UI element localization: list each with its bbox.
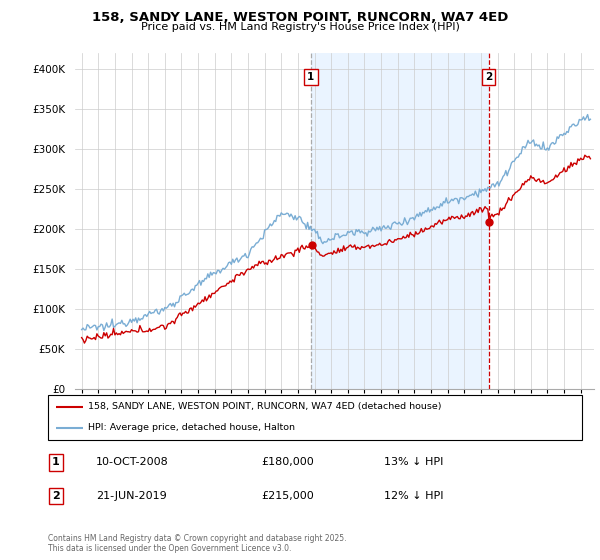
Text: 2: 2 [485, 72, 493, 82]
Text: £215,000: £215,000 [262, 491, 314, 501]
Text: 21-JUN-2019: 21-JUN-2019 [96, 491, 167, 501]
Text: Price paid vs. HM Land Registry's House Price Index (HPI): Price paid vs. HM Land Registry's House … [140, 22, 460, 32]
Text: Contains HM Land Registry data © Crown copyright and database right 2025.
This d: Contains HM Land Registry data © Crown c… [48, 534, 347, 553]
Text: 1: 1 [52, 458, 60, 468]
Text: 13% ↓ HPI: 13% ↓ HPI [385, 458, 444, 468]
Text: 12% ↓ HPI: 12% ↓ HPI [385, 491, 444, 501]
Text: 1: 1 [307, 72, 314, 82]
Text: 158, SANDY LANE, WESTON POINT, RUNCORN, WA7 4ED (detached house): 158, SANDY LANE, WESTON POINT, RUNCORN, … [88, 403, 442, 412]
Text: HPI: Average price, detached house, Halton: HPI: Average price, detached house, Halt… [88, 423, 295, 432]
Text: £180,000: £180,000 [262, 458, 314, 468]
Bar [311, 53, 489, 389]
Text: 2: 2 [52, 491, 60, 501]
Text: 158, SANDY LANE, WESTON POINT, RUNCORN, WA7 4ED: 158, SANDY LANE, WESTON POINT, RUNCORN, … [92, 11, 508, 24]
Text: 10-OCT-2008: 10-OCT-2008 [96, 458, 169, 468]
